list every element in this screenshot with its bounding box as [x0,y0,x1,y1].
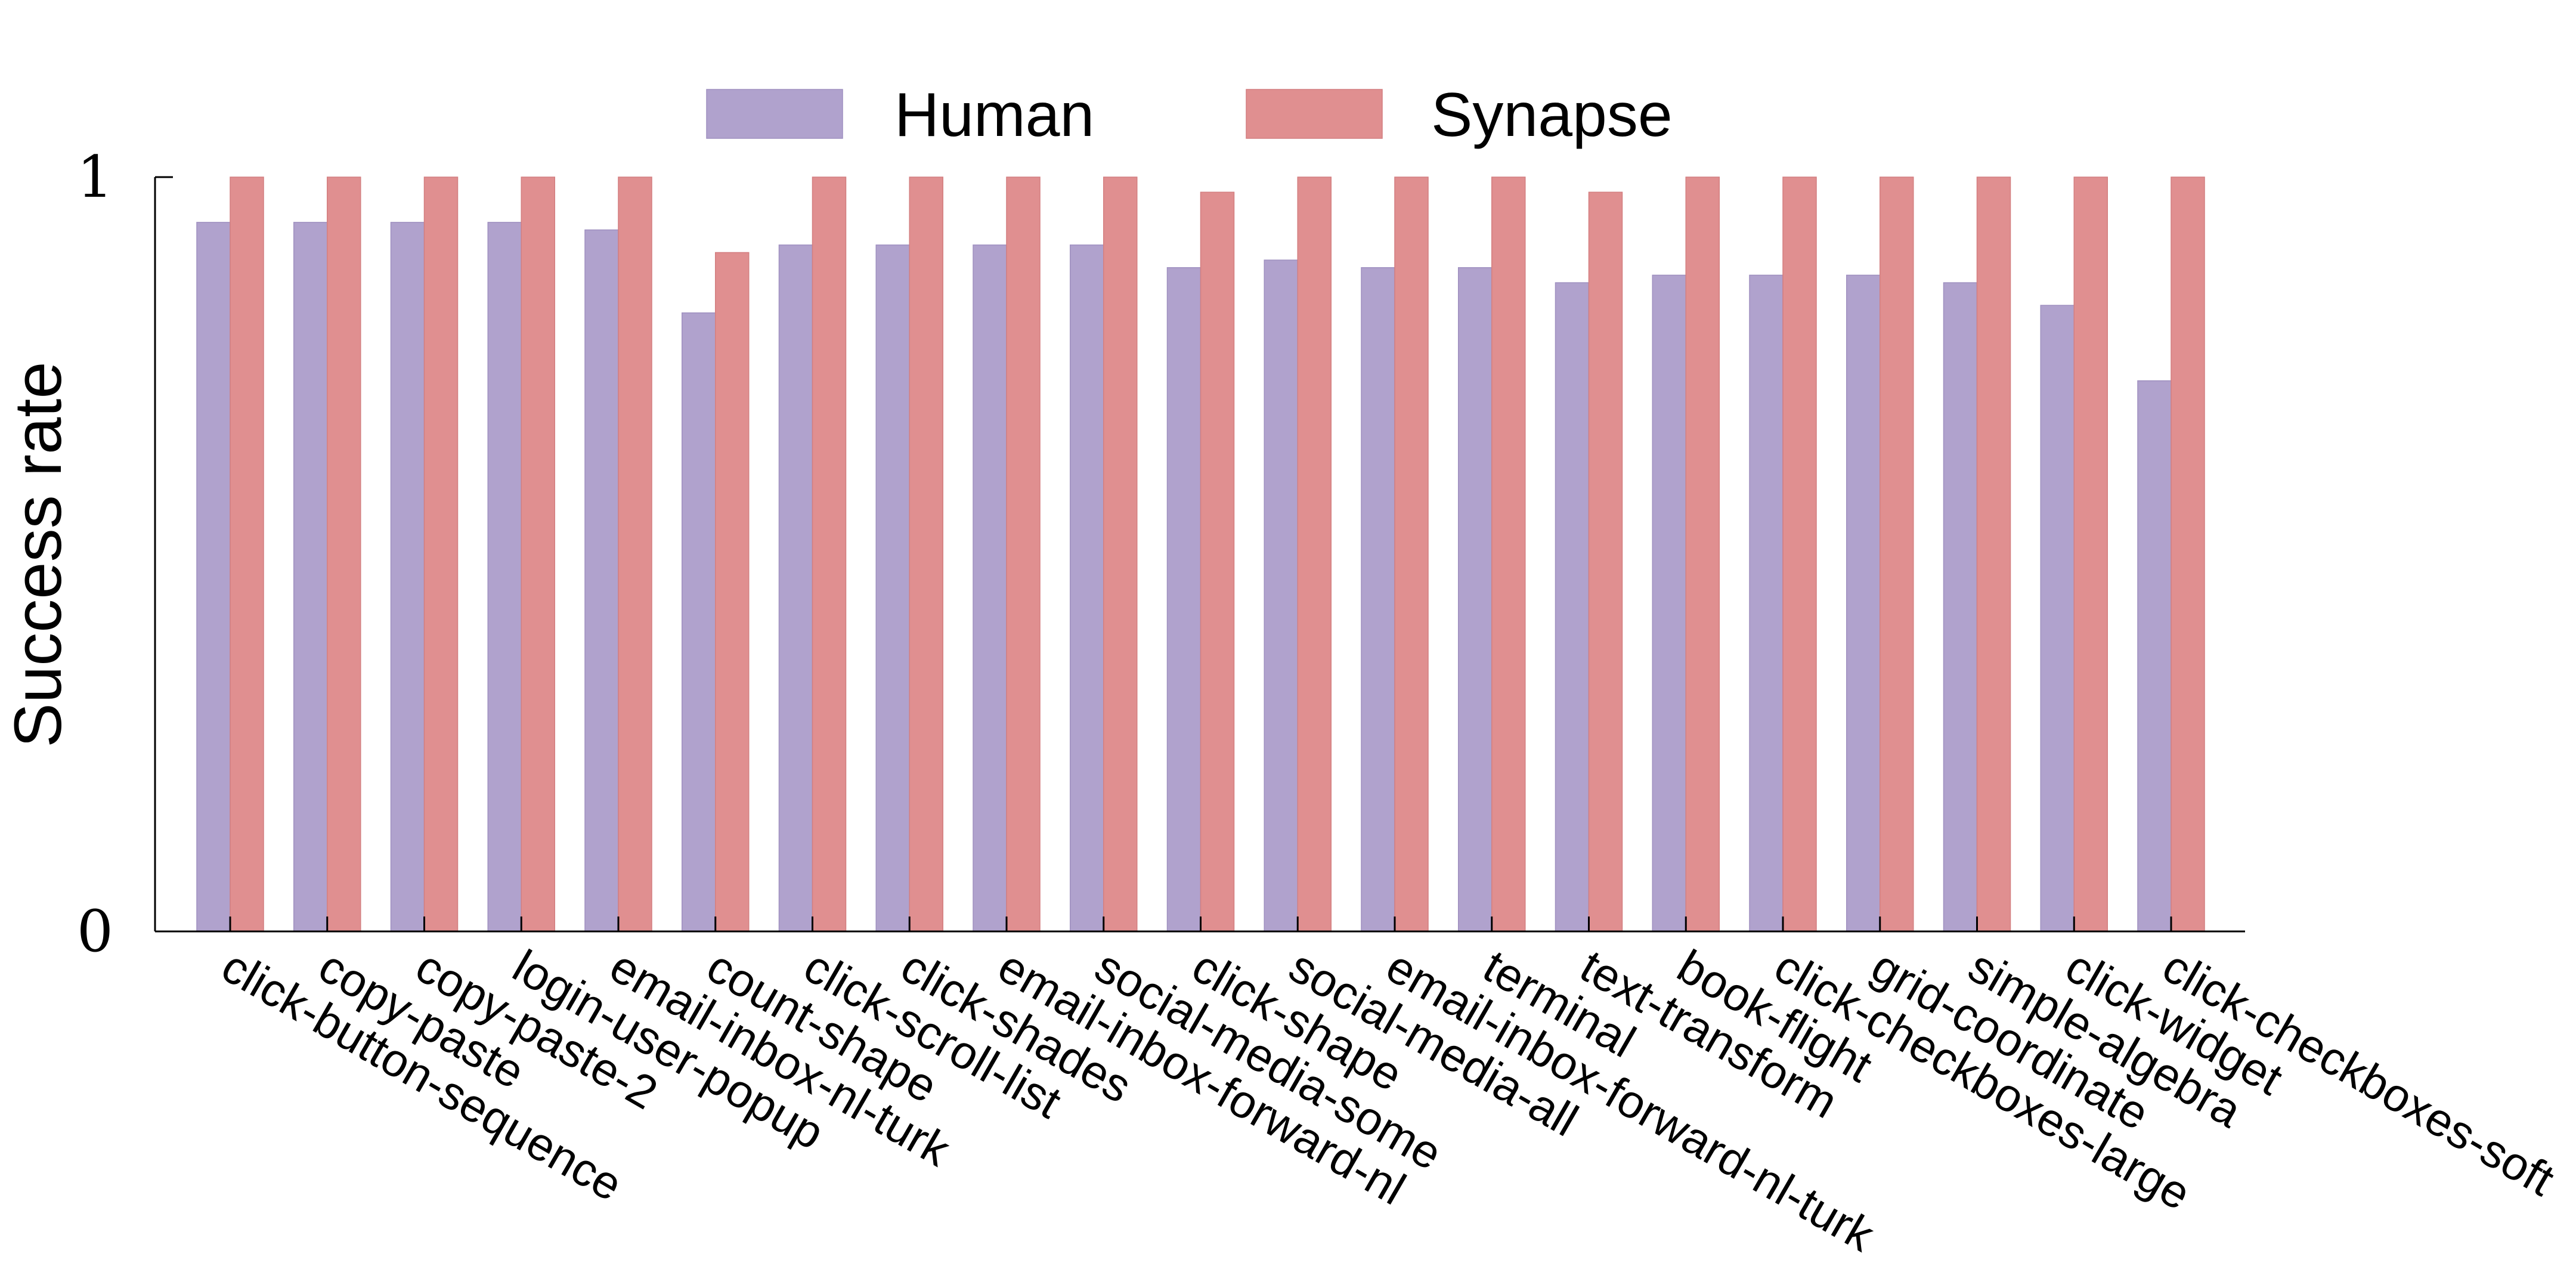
bar-synapse-click-shades [909,177,943,932]
bar-synapse-terminal [1491,177,1526,932]
bar-synapse-count-shape [715,252,750,932]
bar-human-grid-coordinate [1846,274,1881,932]
y-tick-label: 0 [77,898,113,965]
bar-synapse-click-checkboxes-soft [2171,177,2205,932]
bar-synapse-grid-coordinate [1880,177,1914,932]
bar-synapse-click-button-sequence [230,177,264,932]
bar-human-social-media-some [1070,244,1104,932]
legend-label-human: Human [894,80,1094,150]
x-ticks-group: click-button-sequencecopy-pastecopy-past… [213,917,2563,1262]
bar-synapse-email-inbox-forward-nl [1006,177,1041,932]
legend-swatch-human [706,89,843,139]
y-axis-label: Success rate [1,361,75,747]
bar-synapse-click-checkboxes-large [1782,177,1817,932]
bar-synapse-click-scroll-list [812,177,847,932]
bar-synapse-email-inbox-nl-turk [618,177,652,932]
bar-synapse-text-transform [1588,191,1623,932]
bar-human-click-button-sequence [196,222,231,932]
bar-synapse-simple-algebra [1976,177,2011,932]
bar-human-count-shape [682,312,716,932]
y-tick-label: 1 [77,144,113,210]
bar-human-click-checkboxes-large [1749,274,1784,932]
bar-synapse-click-widget [2073,177,2108,932]
legend-swatch-synapse [1246,89,1383,139]
bar-synapse-login-user-popup [521,177,555,932]
y-ticks-group: 01 [77,144,173,965]
bar-human-copy-paste [293,222,328,932]
legend-label-synapse: Synapse [1431,80,1673,150]
bar-synapse-social-media-all [1297,177,1332,932]
bar-synapse-copy-paste-2 [423,177,459,932]
bar-human-click-checkboxes-soft [2137,380,2172,932]
bar-human-click-widget [2040,305,2075,932]
bar-human-terminal [1458,267,1493,932]
bar-human-text-transform [1555,282,1590,932]
bar-human-social-media-all [1264,259,1298,932]
bar-human-email-inbox-nl-turk [584,229,619,932]
bar-human-login-user-popup [487,222,522,932]
bars-group [196,177,2205,932]
bar-human-click-shades [875,244,910,932]
bar-synapse-email-inbox-forward-nl-turk [1394,177,1429,932]
bar-human-email-inbox-forward-nl-turk [1361,267,1395,932]
bar-human-click-scroll-list [778,244,813,932]
bar-human-email-inbox-forward-nl [973,244,1007,932]
bar-human-click-shape [1166,267,1202,932]
legend: Human Synapse [706,80,1673,150]
bar-human-simple-algebra [1943,282,1978,932]
bar-human-copy-paste-2 [390,222,425,932]
bar-human-book-flight [1652,274,1686,932]
bar-synapse-copy-paste [327,177,361,932]
bar-synapse-social-media-some [1103,177,1138,932]
bar-synapse-book-flight [1685,177,1720,932]
bar-synapse-click-shape [1200,191,1235,932]
